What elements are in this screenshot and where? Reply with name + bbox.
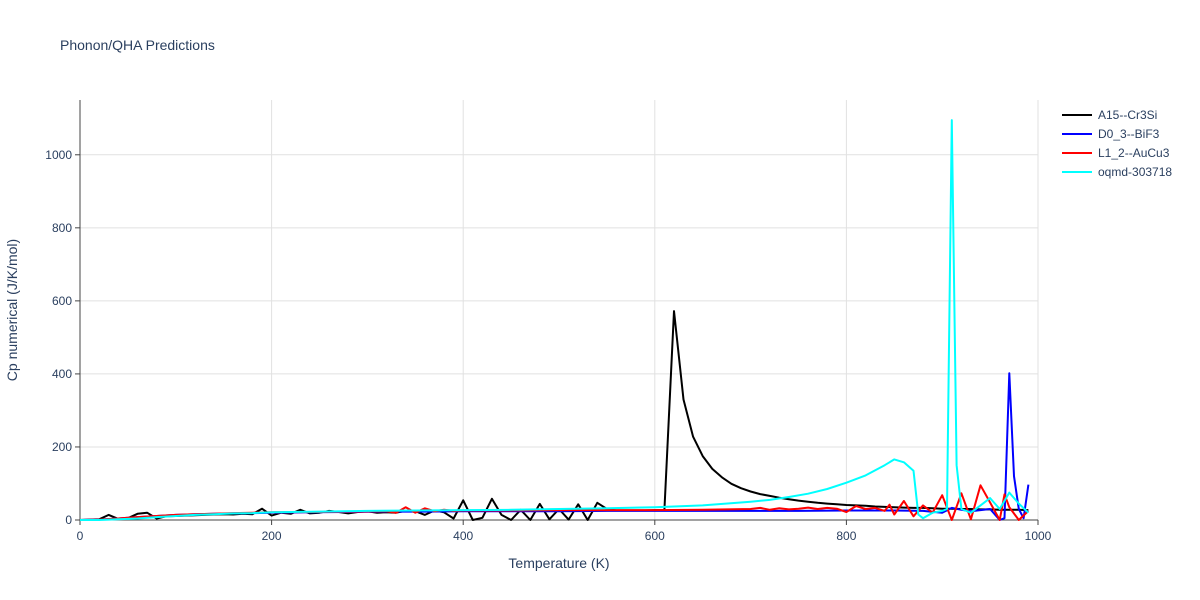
x-tick-labels: 0 200 400 600 800 1000 [77,520,1052,543]
legend-label: A15--Cr3Si [1098,108,1157,122]
chart-title: Phonon/QHA Predictions [60,37,215,53]
y-tick-label: 1000 [45,148,72,162]
y-tick-label: 400 [52,367,72,381]
x-tick-label: 200 [262,529,282,543]
x-tick-label: 1000 [1025,529,1052,543]
y-tick-label: 200 [52,440,72,454]
series-line-oqmd-303718 [80,119,1030,521]
y-tick-label: 600 [52,294,72,308]
legend: A15--Cr3Si D0_3--BiF3 L1_2--AuCu3 oqmd-3037… [1062,108,1172,179]
y-axis-title: Cp numerical (J/K/mol) [4,239,20,381]
legend-label: L1_2--AuCu3 [1098,146,1170,160]
grid-lines [80,100,1039,520]
y-tick-label: 800 [52,221,72,235]
y-tick-label: 0 [65,513,72,527]
x-axis-title: Temperature (K) [508,555,609,571]
legend-label: oqmd-303718 [1098,165,1172,179]
x-tick-label: 400 [453,529,473,543]
x-tick-label: 800 [836,529,856,543]
y-tick-labels: 0 200 400 600 800 1000 [45,148,80,527]
plot-area [79,119,1030,521]
legend-label: D0_3--BiF3 [1098,127,1160,141]
series-line-A15--Cr3Si [79,310,1029,521]
x-tick-label: 600 [645,529,665,543]
x-tick-label: 0 [77,529,84,543]
axes [79,100,1038,521]
